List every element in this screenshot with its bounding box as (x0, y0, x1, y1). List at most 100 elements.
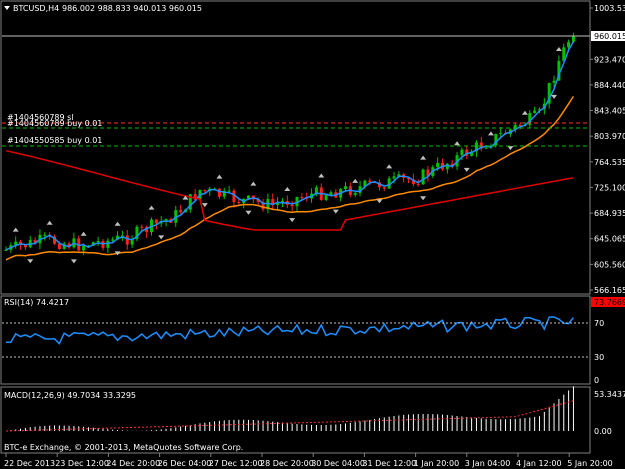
fractal-up-icon (454, 141, 461, 146)
candle-body (77, 238, 81, 251)
price-axis-label: 884.440 (594, 81, 625, 90)
candle-body (363, 180, 367, 187)
rsi-value: 73.7669 (594, 298, 625, 307)
candle-body (188, 194, 192, 210)
fractal-down-icon (507, 146, 514, 151)
price-axis-label: 725.100 (594, 183, 625, 192)
main-price-layer (4, 32, 575, 264)
candle-body (57, 243, 61, 249)
macd-signal-line (5, 400, 574, 432)
candle-body (261, 202, 265, 210)
ma-mid-line (5, 95, 575, 261)
candle-body (397, 174, 401, 177)
time-axis-label: 5 Jan 20:00 (567, 459, 613, 468)
candle-body (203, 189, 207, 192)
rsi-title: RSI(14) 74.4217 (4, 298, 69, 307)
candle-body (411, 179, 415, 185)
candle-body (324, 194, 328, 200)
candle-body (474, 142, 478, 152)
fractal-down-icon (551, 94, 558, 99)
candle-body (227, 190, 231, 192)
fractal-up-icon (12, 227, 19, 232)
candle-body (295, 197, 299, 207)
price-axis-label: 645.065 (594, 235, 625, 244)
time-axis-label: 27 Dec 12:00 (209, 459, 263, 468)
candle-body (513, 124, 517, 130)
candle-body (358, 186, 362, 193)
candle-body (494, 133, 498, 146)
time-axis-label: 30 Dec 04:00 (311, 459, 365, 468)
main-panel[interactable] (0, 0, 591, 295)
candle-body (135, 226, 139, 240)
candle-body (67, 243, 71, 248)
candle-body (179, 210, 183, 213)
candle-body (86, 245, 90, 247)
candle-body (106, 240, 110, 248)
candle-body (280, 200, 284, 203)
price-axis-label: 1003.535 (594, 4, 625, 13)
candle-body (217, 188, 221, 197)
candle-body (329, 192, 333, 195)
rsi-layer (5, 316, 574, 345)
rsi-level-70: 70 (594, 319, 604, 328)
fractal-down-icon (332, 209, 339, 214)
candle-body (436, 162, 440, 168)
candle-body (193, 194, 197, 200)
rsi-level-30: 30 (594, 353, 604, 362)
candle-body (247, 195, 250, 199)
current-price-value: 960.015 (594, 32, 625, 41)
time-axis-label: 1 Jan 20:00 (414, 459, 460, 468)
candle-body (392, 176, 396, 179)
fractal-up-icon (555, 46, 562, 51)
price-axis-label: 684.935 (594, 209, 625, 218)
candle-body (111, 239, 115, 241)
fractal-up-icon (521, 110, 528, 115)
time-axis-label: 4 Jan 12:00 (516, 459, 562, 468)
macd-layer (5, 386, 574, 432)
fractal-down-icon (158, 235, 165, 240)
fractal-up-icon (80, 231, 87, 236)
fractal-down-icon (201, 203, 208, 208)
fractal-up-icon (386, 164, 393, 169)
time-axis-label: 22 Dec 2013 (4, 459, 55, 468)
candle-body (547, 82, 551, 104)
candle-body (499, 132, 503, 134)
fractal-up-icon (250, 181, 257, 186)
dropdown-arrow-icon[interactable] (4, 6, 10, 10)
time-axis-label: 28 Dec 20:00 (260, 459, 314, 468)
price-axis-label: 764.535 (594, 158, 625, 167)
candle-body (116, 235, 120, 240)
macd-panel[interactable] (0, 386, 591, 454)
candle-body (145, 227, 149, 233)
candle-body (4, 249, 8, 251)
ohlc-values: 986.002 988.833 940.013 960.015 (62, 4, 202, 13)
fractal-up-icon (216, 174, 223, 179)
rsi-line (5, 316, 574, 345)
fractal-down-icon (289, 218, 296, 223)
candle-body (125, 235, 129, 245)
candle-body (43, 234, 47, 236)
fractal-down-icon (245, 210, 252, 215)
candle-body (344, 186, 347, 190)
order-label-buy-1: #1404560789 buy 0.01 (7, 119, 102, 128)
fractal-up-icon (352, 178, 359, 183)
candle-body (256, 199, 260, 203)
candle-body (416, 184, 420, 186)
candle-body (174, 210, 178, 223)
rsi-panel[interactable] (0, 295, 591, 385)
candle-body (562, 47, 566, 61)
candle-body (23, 245, 27, 248)
rsi-value-tag (591, 297, 625, 307)
fractal-up-icon (420, 155, 427, 160)
candle-body (373, 182, 377, 184)
candle-body (53, 236, 56, 244)
current-price-tag (591, 31, 625, 41)
copyright-text: BTC-e Exchange, © 2001-2013, MetaQuotes … (4, 443, 243, 452)
candle-body (222, 190, 226, 197)
candle-body (154, 219, 158, 224)
candle-body (368, 180, 372, 183)
candle-body (407, 177, 411, 180)
candle-body (528, 113, 532, 125)
